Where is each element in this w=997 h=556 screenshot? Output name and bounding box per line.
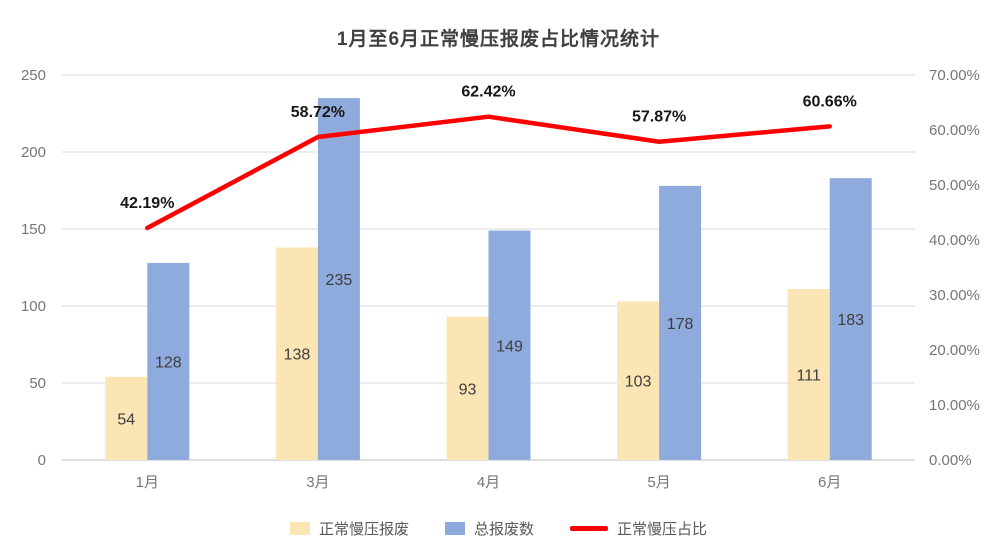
svg-text:40.00%: 40.00% [929,232,980,249]
svg-text:60.00%: 60.00% [929,122,980,139]
svg-text:0: 0 [38,452,46,469]
legend-swatch-total-scrap-icon [444,522,465,535]
svg-text:235: 235 [326,272,353,289]
svg-text:103: 103 [625,374,652,391]
svg-text:42.19%: 42.19% [120,195,174,212]
svg-text:138: 138 [284,347,311,364]
svg-text:6月: 6月 [818,474,841,491]
svg-text:70.00%: 70.00% [929,67,980,84]
svg-text:3月: 3月 [306,474,329,491]
legend-swatch-normal-scrap-icon [289,522,310,535]
svg-text:149: 149 [496,338,523,355]
svg-text:4月: 4月 [477,474,500,491]
svg-text:1月: 1月 [136,474,159,491]
svg-text:250: 250 [21,67,46,84]
svg-text:150: 150 [21,221,46,238]
svg-text:128: 128 [155,354,182,371]
svg-text:200: 200 [21,144,46,161]
legend-item-total-scrap[interactable]: 总报废数 [444,518,534,539]
svg-text:50.00%: 50.00% [929,177,980,194]
svg-text:111: 111 [797,368,821,385]
legend-label-total-scrap: 总报废数 [473,521,534,538]
svg-text:62.42%: 62.42% [461,84,515,101]
svg-text:5月: 5月 [647,474,670,491]
svg-text:57.87%: 57.87% [632,109,686,126]
svg-text:0.00%: 0.00% [929,452,972,469]
svg-text:20.00%: 20.00% [929,342,980,359]
legend-swatch-ratio-line-icon [570,526,608,531]
chart-title: 1月至6月正常慢压报废占比情况统计 [336,29,661,50]
svg-text:10.00%: 10.00% [929,397,980,414]
svg-text:50: 50 [29,375,46,392]
svg-text:93: 93 [459,381,477,398]
svg-text:183: 183 [837,312,864,329]
svg-text:54: 54 [117,411,135,428]
legend-label-normal-scrap: 正常慢压报废 [318,521,409,538]
svg-text:60.66%: 60.66% [803,93,857,110]
legend-label-ratio: 正常慢压占比 [617,521,708,538]
legend-item-ratio[interactable]: 正常慢压占比 [570,518,707,539]
svg-text:58.72%: 58.72% [291,104,345,121]
svg-text:100: 100 [21,298,46,315]
svg-text:178: 178 [667,316,694,333]
chart-plot-svg: 0 50 100 150 200 250 0.00% 10.00% 20.00% 30.00% 40… [21,67,980,491]
legend-item-normal-scrap[interactable]: 正常慢压报废 [289,518,409,539]
chart-legend: 正常慢压报废 总报废数 正常慢压占比 [0,518,997,539]
svg-text:30.00%: 30.00% [929,287,980,304]
